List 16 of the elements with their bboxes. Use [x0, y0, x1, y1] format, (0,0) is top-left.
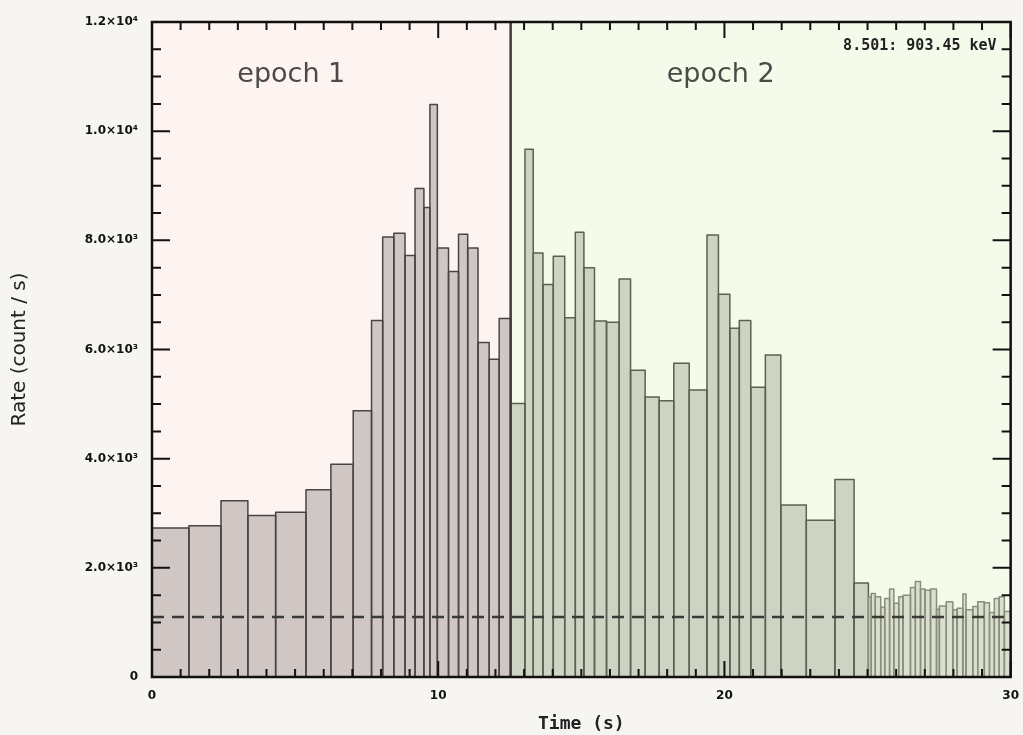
x-tick-label: 0 — [147, 688, 157, 703]
band-label: epoch 1 — [237, 57, 346, 88]
x-tick-label: 30 — [1002, 688, 1019, 703]
x-tick-label: 10 — [429, 688, 447, 703]
y-tick-label: 4.0×10³ — [84, 450, 138, 465]
x-tick-label: 20 — [716, 688, 733, 703]
y-tick-label: 6.0×10³ — [84, 341, 138, 356]
y-tick-label: 1.2×10⁴ — [84, 14, 138, 29]
annotation: 8.501: 903.45 keV — [843, 36, 997, 54]
y-tick-label: 8.0×10³ — [84, 232, 138, 247]
y-axis-title: Rate (count / s) — [6, 272, 31, 427]
band-label: epoch 2 — [666, 57, 775, 88]
y-tick-label: 0 — [129, 669, 138, 684]
y-tick-label: 2.0×10³ — [84, 559, 138, 574]
x-axis-title: Time (s) — [537, 711, 625, 733]
y-tick-label: 1.0×10⁴ — [84, 123, 138, 138]
